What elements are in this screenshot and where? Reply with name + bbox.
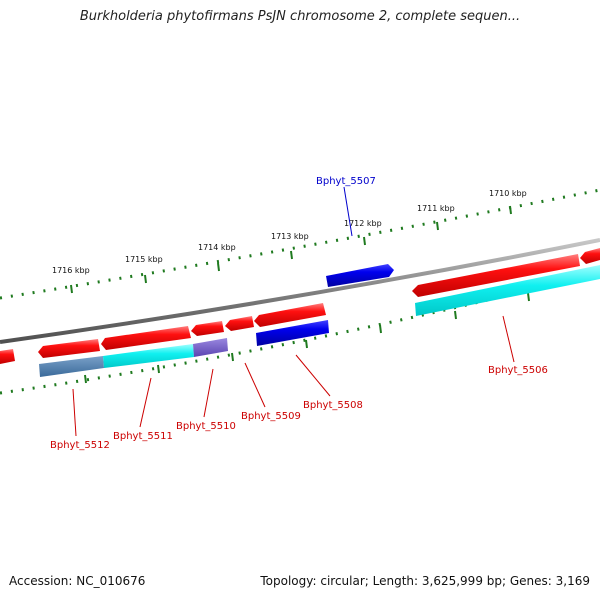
accession-text: Accession: NC_010676	[9, 574, 146, 588]
feature-bar-bphyt-5511[interactable]	[103, 344, 194, 368]
gene-arrow-bphyt-5510[interactable]	[191, 321, 224, 336]
gene-label-bphyt-5506[interactable]: Bphyt_5506	[488, 365, 548, 376]
gene-arrow-bphyt-5512[interactable]	[38, 339, 100, 358]
map-title: Burkholderia phytofirmans PsJN chromosom…	[79, 9, 521, 24]
tick-label: 1715 kbp	[125, 255, 163, 264]
gene-label-bphyt-5507[interactable]: Bphyt_5507	[316, 176, 376, 187]
gene-arrow-right-edge[interactable]	[580, 248, 600, 264]
backbone-circle	[0, 238, 600, 344]
gene-arrow-bphyt-5511[interactable]	[101, 326, 191, 350]
tick-label: 1712 kbp	[344, 219, 382, 228]
gene-label-bphyt-5512[interactable]: Bphyt_5512	[50, 440, 110, 451]
gene-arrow-bphyt-5507[interactable]	[326, 264, 394, 287]
tick-label: 1716 kbp	[52, 266, 90, 275]
genome-stats-text: Topology: circular; Length: 3,625,999 bp…	[260, 574, 590, 588]
tick-label: 1710 kbp	[489, 189, 527, 198]
feature-bar-bphyt-5510[interactable]	[193, 338, 228, 357]
gene-arrow-bphyt-5506[interactable]	[412, 254, 580, 297]
outer-tick-ring	[0, 188, 600, 300]
inner-tick-ring	[0, 270, 600, 395]
gene-label-bphyt-5508[interactable]: Bphyt_5508	[303, 400, 363, 411]
gene-arrow-bphyt-5509[interactable]	[225, 316, 254, 331]
gene-label-bphyt-5509[interactable]: Bphyt_5509	[241, 411, 301, 422]
feature-bar-bphyt-5508[interactable]	[256, 320, 329, 346]
tick-label: 1713 kbp	[271, 232, 309, 241]
gene-label-bphyt-5511[interactable]: Bphyt_5511	[113, 431, 173, 442]
feature-bar-bphyt-5506[interactable]	[415, 265, 600, 316]
reverse-cds-row	[0, 248, 600, 364]
feature-bar-bphyt-5512[interactable]	[39, 356, 104, 377]
gene-arrow-bphyt-5508[interactable]	[254, 303, 326, 327]
tick-label: 1711 kbp	[417, 204, 455, 213]
tick-label: 1714 kbp	[198, 243, 236, 252]
gene-label-bphyt-5510[interactable]: Bphyt_5510	[176, 421, 236, 432]
gene-arrow-left-edge[interactable]	[0, 349, 15, 364]
gene-feature-row	[39, 265, 600, 377]
callout-lines	[72, 186, 515, 437]
